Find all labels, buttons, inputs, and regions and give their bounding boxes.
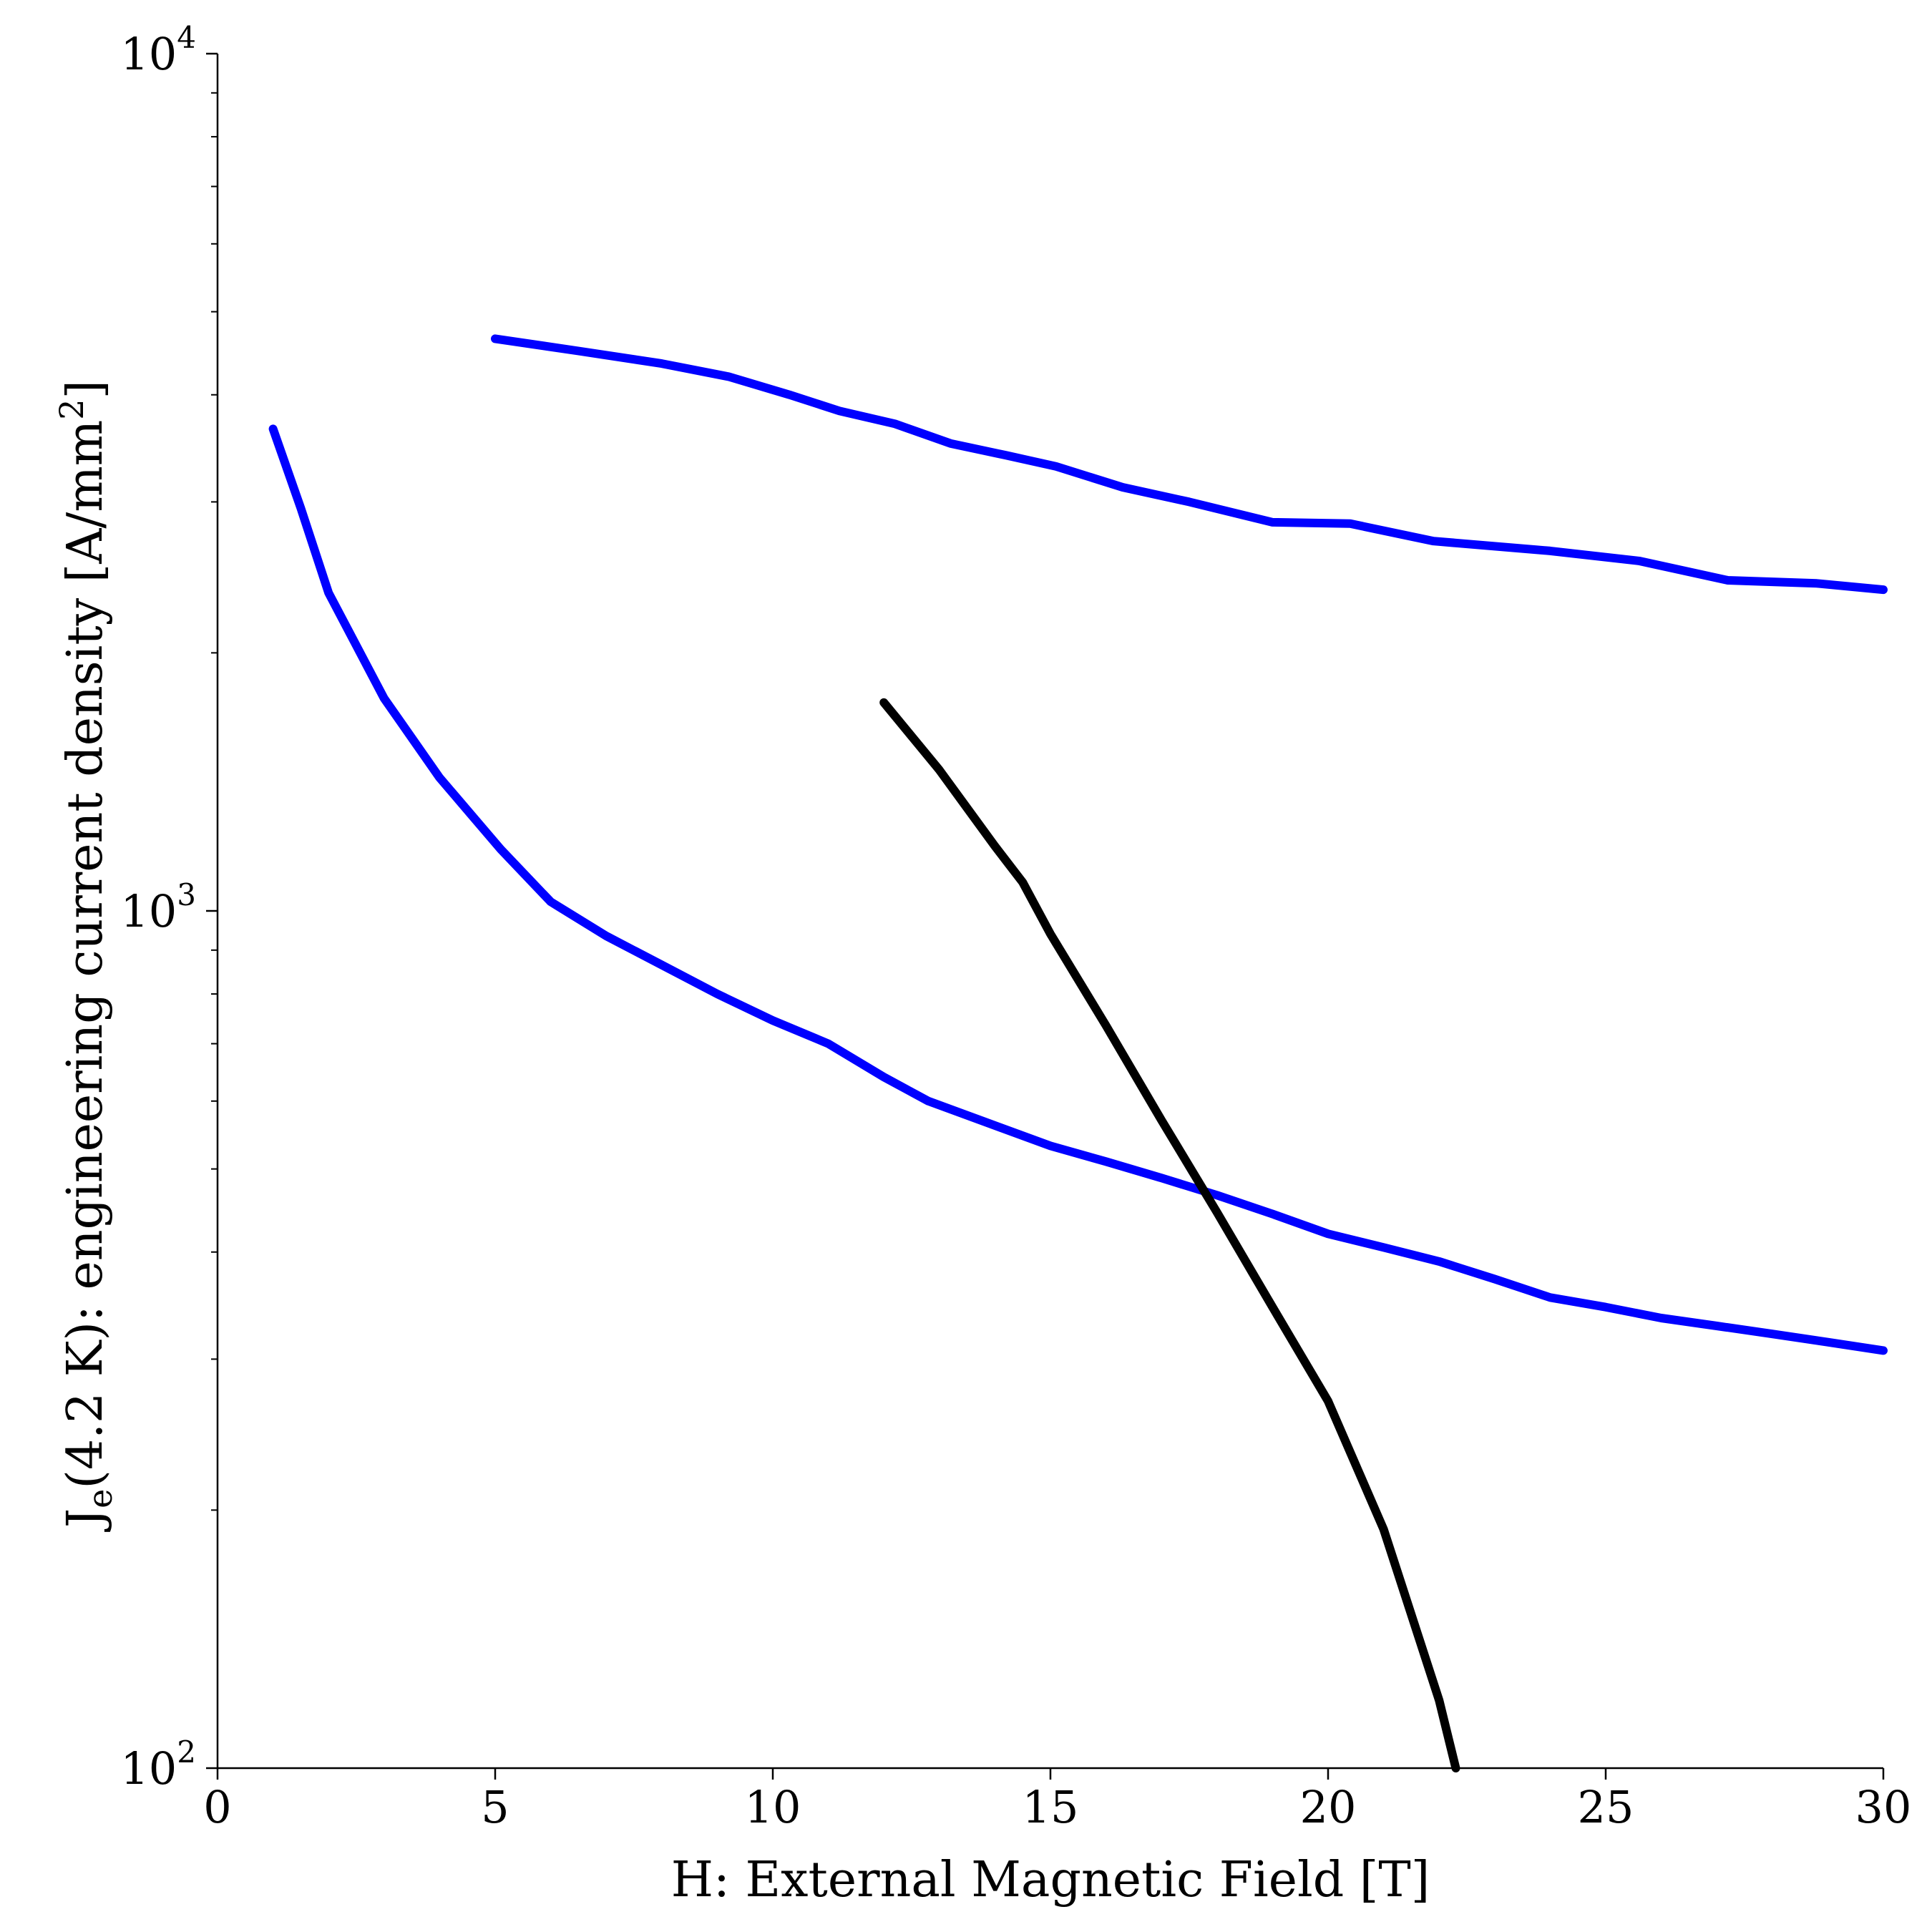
series-line-2 [268,424,1888,1355]
series-layer [268,334,1888,1772]
y-tick-label: 104 [120,20,196,80]
y-axis-label: Je(4.2 K): engineering current density [… [52,380,119,1532]
x-tick-label: 10 [745,1781,801,1833]
series-line-1 [491,334,1888,595]
x-tick-label: 5 [481,1781,509,1833]
y-axis-label-sub: e [81,1489,119,1508]
x-tick-label: 25 [1578,1781,1634,1833]
series-line-3 [879,698,1460,1772]
y-axis-label-sup: 2 [52,399,91,419]
x-tick-label: 30 [1855,1781,1912,1833]
x-tick-label: 0 [203,1781,231,1833]
axes-layer [216,54,1883,1770]
y-axis-label-rest: (4.2 K): engineering current density [A/… [57,420,114,1489]
y-axis-label-main: J [57,1508,114,1532]
x-axis-label: H: External Magnetic Field [T] [671,1852,1430,1908]
ticks-layer: 0 5 10 15 20 25 30 102 103 104 [120,20,1911,1833]
x-tick-label: 20 [1300,1781,1357,1833]
y-axis-label-end: ] [57,380,114,399]
x-tick-label: 15 [1023,1781,1079,1833]
y-tick-label: 103 [120,877,196,937]
y-tick-label: 102 [120,1735,196,1795]
